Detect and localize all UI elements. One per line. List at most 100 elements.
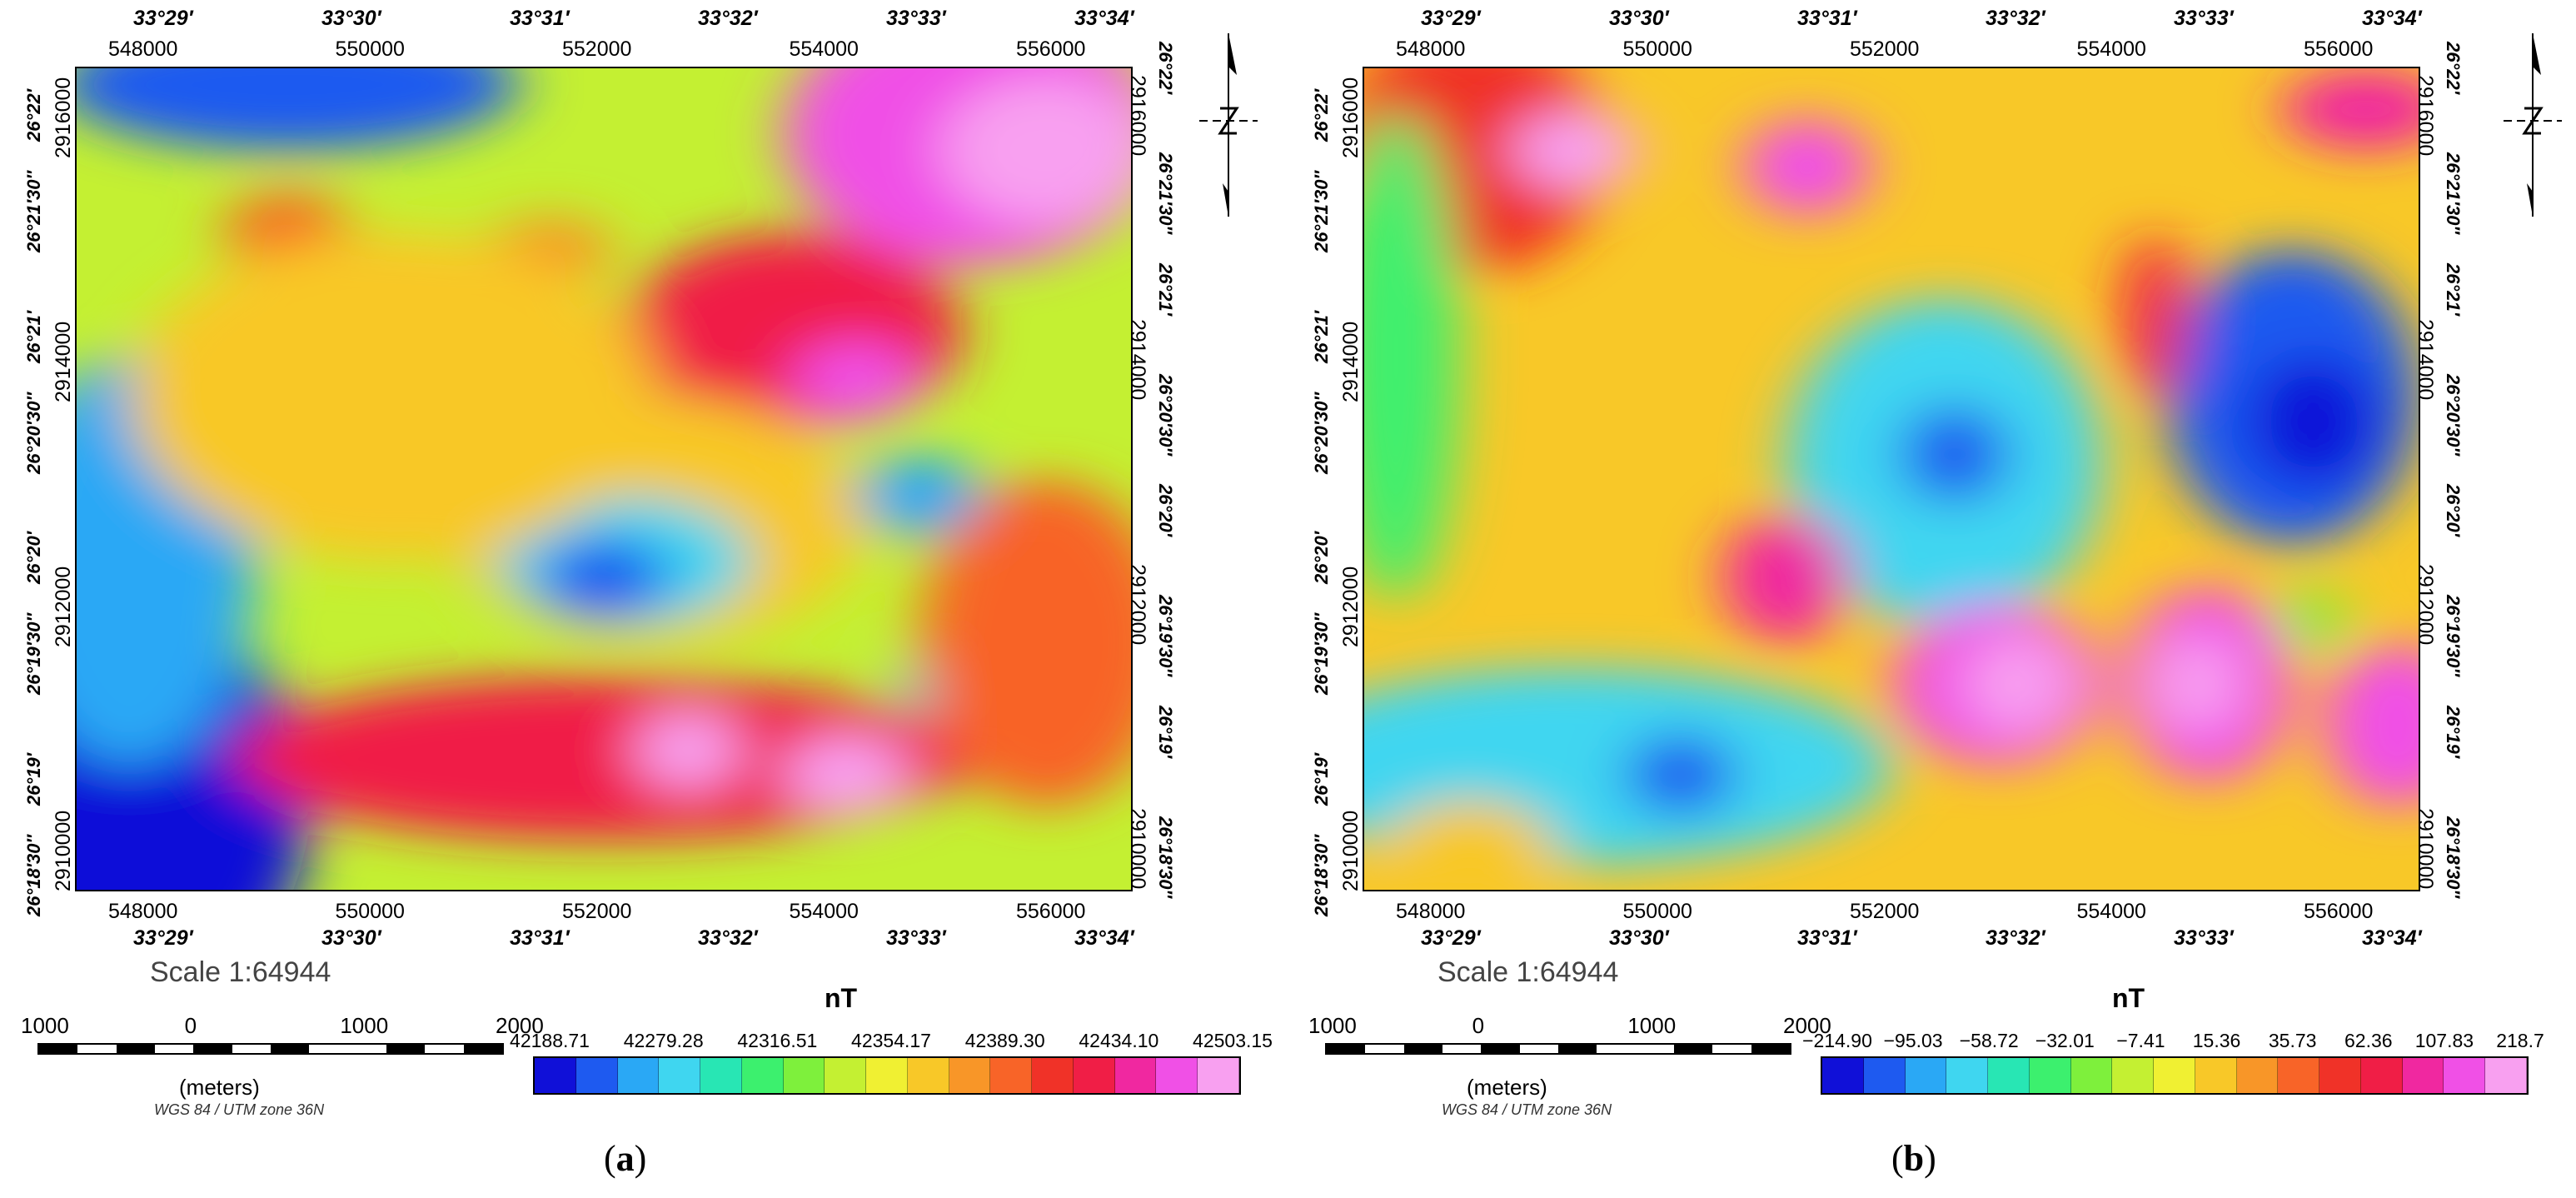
legend-value-label: 15.36 — [2192, 1030, 2241, 1051]
scale-bar-segment — [1365, 1045, 1404, 1053]
anomaly-blob — [1512, 109, 1639, 192]
utm-northing-tick-left: 2916000 — [1339, 77, 1363, 158]
color-swatch — [1988, 1058, 2030, 1093]
scale-bar-segment — [1481, 1045, 1520, 1053]
latitude-tick-right: 26°20′ — [1155, 484, 1176, 537]
utm-northing-tick-right: 2910000 — [1126, 808, 1149, 890]
scale-bar — [37, 1043, 504, 1055]
utm-easting-tick-bottom: 554000 — [2076, 900, 2146, 923]
utm-northing-tick-right: 2912000 — [1126, 563, 1149, 645]
color-swatch — [2278, 1058, 2320, 1093]
color-swatch — [617, 1058, 660, 1093]
legend-value-label: 42503.15 — [1193, 1030, 1273, 1051]
latitude-tick-left: 26°21′ — [23, 310, 44, 363]
panel-caption-letter: a — [615, 1138, 635, 1179]
scale-bar-segment — [193, 1045, 232, 1053]
panel-caption: (a) — [604, 1138, 647, 1179]
longitude-tick-bottom: 33°30′ — [1609, 926, 1669, 950]
legend-value-label: 42354.17 — [851, 1030, 931, 1051]
latitude-tick-left: 26°21′30″ — [1311, 170, 1332, 252]
longitude-tick-bottom: 33°34′ — [1074, 926, 1134, 950]
longitude-tick-bottom: 33°33′ — [2174, 926, 2234, 950]
utm-easting-tick-bottom: 552000 — [1850, 900, 1920, 923]
latitude-tick-left: 26°20′ — [1311, 532, 1332, 585]
color-swatch — [700, 1058, 742, 1093]
scale-bar-label: 0 — [184, 1013, 197, 1038]
utm-northing-tick-right: 2916000 — [2414, 75, 2437, 157]
utm-easting-tick-bottom: 550000 — [335, 900, 405, 923]
anomaly-blob — [2123, 232, 2187, 397]
scale-bar-segment — [309, 1045, 348, 1053]
latitude-tick-left: 26°22′ — [23, 88, 44, 142]
utm-easting-tick-top: 548000 — [108, 37, 178, 61]
legend-value-label: 42316.51 — [737, 1030, 818, 1051]
scale-bar-segment — [154, 1045, 194, 1053]
scale-units-label: (meters) — [179, 1075, 260, 1100]
legend-value-label: 42188.71 — [510, 1030, 590, 1051]
legend-value-label: −214.90 — [1802, 1030, 1872, 1051]
utm-northing-tick-right: 2914000 — [1126, 319, 1149, 401]
scale-bar-segment — [347, 1045, 386, 1053]
color-swatch — [2236, 1058, 2279, 1093]
longitude-tick-top: 33°30′ — [321, 7, 381, 30]
utm-northing-tick-left: 2910000 — [1339, 810, 1363, 891]
latitude-tick-right: 26°21′ — [2443, 262, 2464, 316]
crs-label: WGS 84 / UTM zone 36N — [154, 1101, 325, 1118]
color-swatch — [2029, 1058, 2071, 1093]
color-scale-bar — [533, 1056, 1241, 1095]
latitude-tick-right: 26°21′30″ — [2443, 152, 2464, 234]
latitude-tick-right: 26°21′ — [1155, 262, 1176, 316]
scale-bar-segment — [1403, 1045, 1442, 1053]
legend-title: nT — [825, 983, 858, 1013]
latitude-tick-left: 26°19′30″ — [1311, 613, 1332, 696]
longitude-tick-top: 33°31′ — [1797, 7, 1857, 30]
color-swatch — [2402, 1058, 2444, 1093]
color-swatch — [1822, 1058, 1864, 1093]
scale-bar-label: 2000 — [1783, 1013, 1831, 1038]
color-swatch — [2319, 1058, 2361, 1093]
longitude-tick-top: 33°32′ — [1986, 7, 2045, 30]
utm-easting-tick-bottom: 550000 — [1622, 900, 1692, 923]
utm-easting-tick-top: 550000 — [335, 37, 405, 61]
anomaly-blob — [129, 232, 657, 562]
color-swatch — [1946, 1058, 1989, 1093]
color-swatch — [949, 1058, 991, 1093]
utm-easting-tick-bottom: 552000 — [562, 900, 632, 923]
anomaly-blob — [941, 76, 1131, 225]
color-swatch — [535, 1058, 576, 1093]
color-swatch — [1198, 1058, 1240, 1093]
color-swatch — [2070, 1058, 2113, 1093]
legend-title: nT — [2112, 983, 2145, 1013]
anomaly-blob — [2281, 68, 2419, 151]
longitude-tick-top: 33°29′ — [133, 7, 193, 30]
color-swatch — [907, 1058, 949, 1093]
longitude-tick-top: 33°33′ — [2174, 7, 2234, 30]
color-swatch — [1863, 1058, 1906, 1093]
anomaly-field — [1364, 68, 2419, 890]
latitude-tick-left: 26°19′30″ — [23, 613, 44, 696]
legend-value-label: −7.41 — [2116, 1030, 2165, 1051]
utm-northing-tick-left: 2912000 — [52, 566, 75, 647]
color-swatch — [1156, 1058, 1198, 1093]
legend-value-label: 35.73 — [2268, 1030, 2317, 1051]
utm-easting-tick-top: 552000 — [1850, 37, 1920, 61]
longitude-tick-bottom: 33°29′ — [133, 926, 193, 950]
latitude-tick-right: 26°19′30″ — [1155, 595, 1176, 677]
map-panel-b: 548000 548000 550000 550000 552000 552000 5540… — [1288, 0, 2575, 1198]
color-swatch — [2195, 1058, 2237, 1093]
latitude-tick-right: 26°19′30″ — [2443, 595, 2464, 677]
scale-bar-segment — [1327, 1045, 1366, 1053]
panel-caption-letter: b — [1903, 1138, 1925, 1179]
legend-value-label: −58.72 — [1959, 1030, 2019, 1051]
map-raster — [1363, 67, 2420, 891]
north-arrow-icon — [2504, 25, 2562, 229]
utm-northing-tick-left: 2916000 — [52, 77, 75, 158]
color-swatch — [2112, 1058, 2155, 1093]
scale-bar — [1325, 1043, 1791, 1055]
anomaly-blob — [2250, 356, 2377, 487]
color-swatch — [2154, 1058, 2195, 1093]
color-swatch — [866, 1058, 908, 1093]
color-scale-bar — [1821, 1056, 2529, 1095]
legend-value-label: 42389.30 — [964, 1030, 1045, 1051]
scale-bar-segment — [463, 1045, 502, 1053]
